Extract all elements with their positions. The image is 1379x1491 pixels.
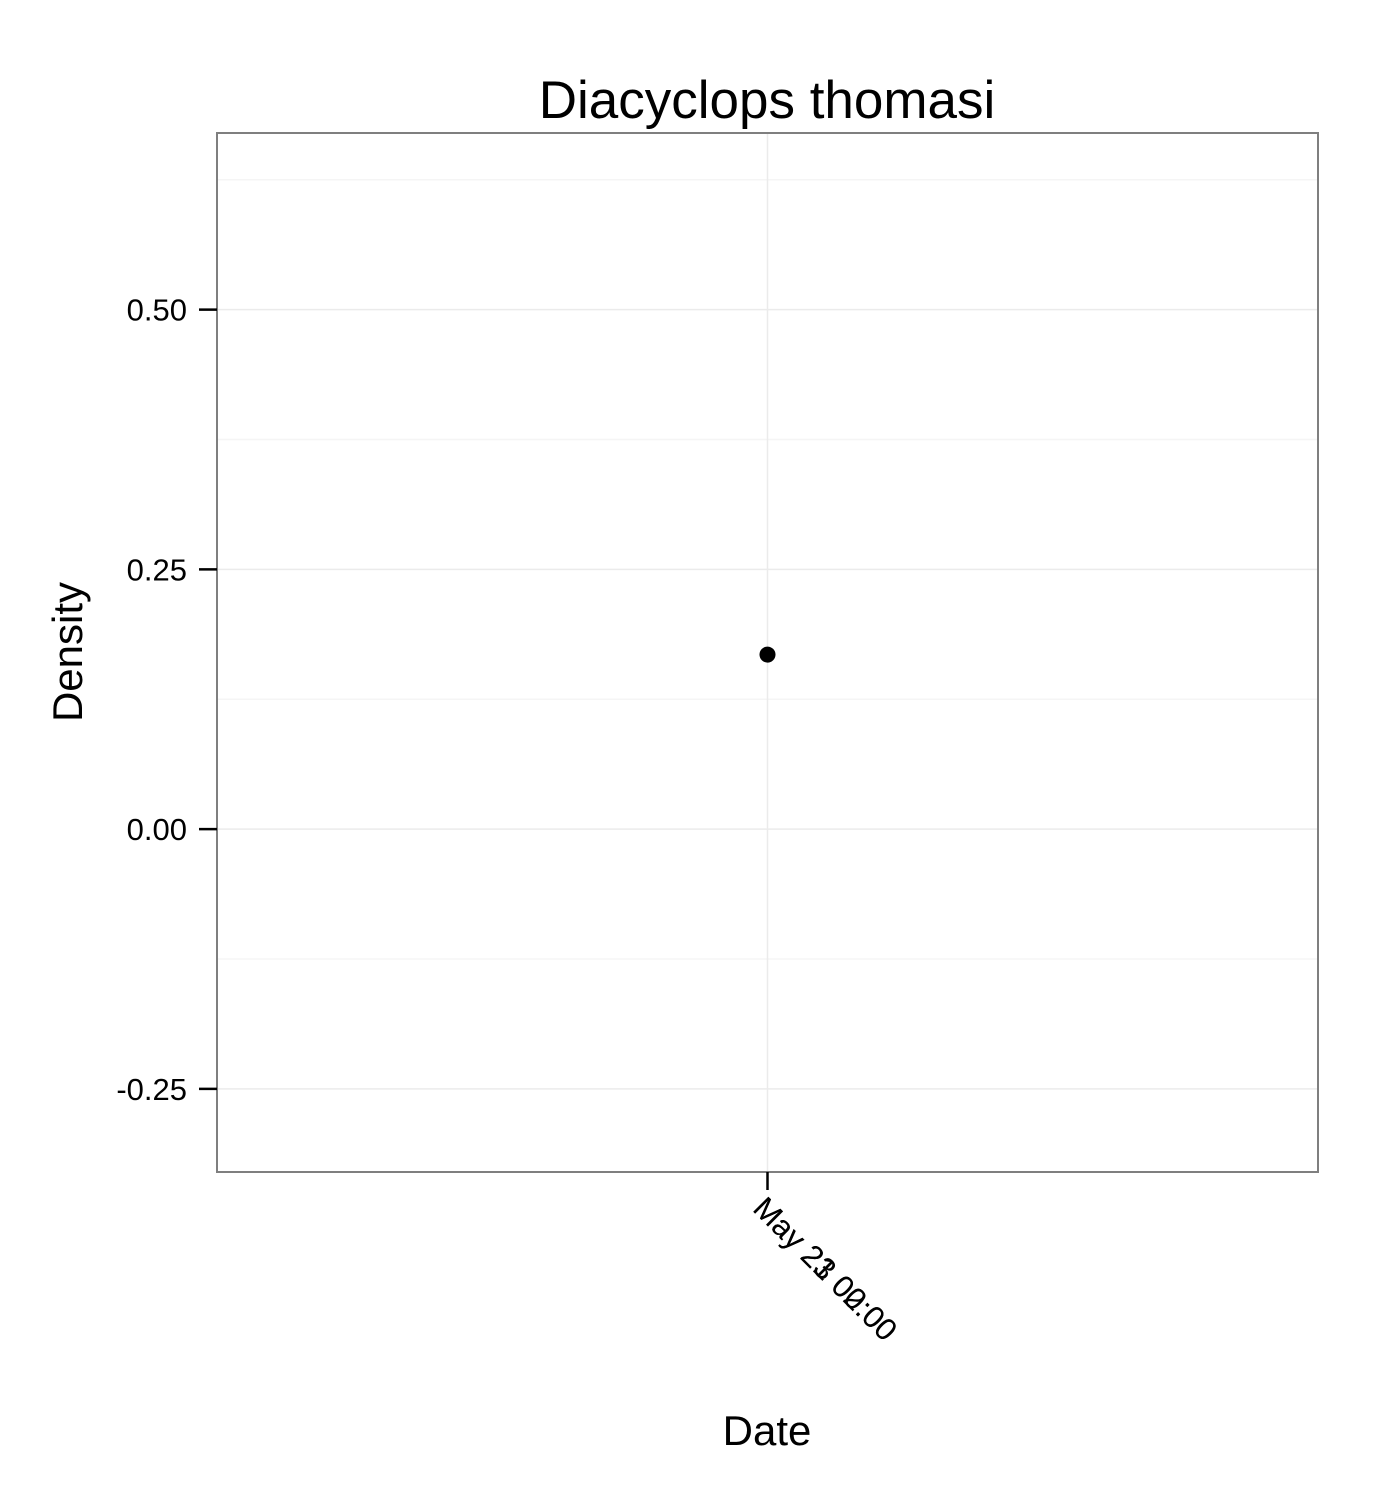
y-tick-label: 0.25: [127, 552, 187, 587]
data-point: [759, 646, 776, 663]
y-axis-title: Density: [44, 582, 91, 722]
data-points: [759, 646, 776, 663]
chart-title: Diacyclops thomasi: [539, 71, 996, 130]
y-tick-label: -0.25: [116, 1072, 187, 1107]
x-axis-title: Date: [723, 1407, 812, 1454]
y-tick-label: 0.50: [127, 293, 187, 328]
y-tick-label: 0.00: [127, 812, 187, 847]
x-tick-label: May 23 02:00: [747, 1190, 905, 1348]
y-axis: -0.25 0.00 0.25 0.50: [116, 293, 217, 1107]
